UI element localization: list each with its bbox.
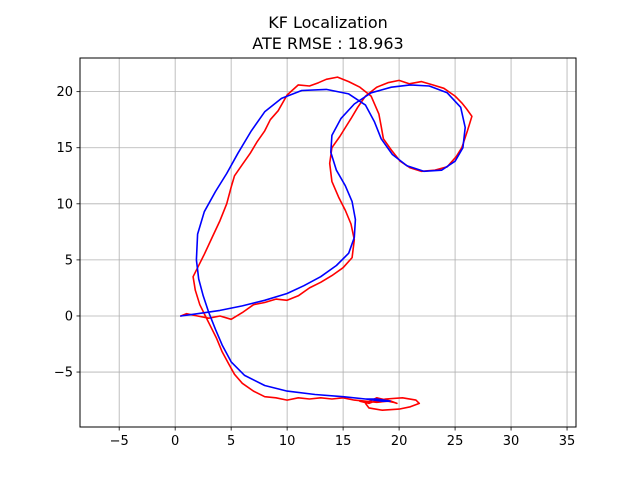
- axis-ticks: −5 0 5 10 15 20 25 30 35 −5 0 5 10 15 20: [54, 85, 575, 449]
- grid-lines: [80, 58, 576, 427]
- y-tick-label: −5: [54, 366, 73, 381]
- series-group: [180, 76, 473, 412]
- y-tick-label: 5: [65, 253, 73, 268]
- plot-frame: [79, 57, 577, 428]
- x-tick-label: 20: [391, 434, 408, 449]
- y-tick-label: 0: [65, 309, 73, 324]
- chart-subtitle: ATE RMSE : 18.963: [252, 34, 403, 53]
- y-tick-label: 15: [56, 141, 73, 156]
- series-line-red: [180, 76, 473, 412]
- chart-title: KF Localization: [268, 13, 388, 32]
- y-tick-label: 20: [56, 85, 73, 100]
- x-tick-label: −5: [110, 434, 129, 449]
- x-tick-label: 25: [447, 434, 464, 449]
- x-tick-label: 5: [227, 434, 235, 449]
- x-tick-label: 10: [279, 434, 296, 449]
- x-tick-label: 0: [171, 434, 179, 449]
- x-tick-label: 35: [559, 434, 576, 449]
- x-tick-label: 15: [335, 434, 352, 449]
- y-tick-label: 10: [56, 197, 73, 212]
- x-tick-label: 30: [503, 434, 520, 449]
- series-line-blue: [180, 84, 467, 403]
